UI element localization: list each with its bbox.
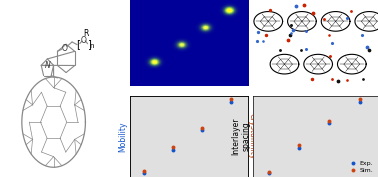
- Text: R: R: [84, 30, 89, 38]
- Sim.: [357, 98, 363, 101]
- Exp.: [357, 100, 363, 103]
- Point: [141, 169, 147, 172]
- Y-axis label: Crystallinity: Crystallinity: [248, 113, 257, 159]
- Point: [228, 101, 234, 103]
- Exp.: [265, 172, 271, 175]
- Text: n: n: [90, 43, 94, 49]
- Sim.: [265, 170, 271, 173]
- Text: [: [: [76, 39, 80, 49]
- Y-axis label: Mobility: Mobility: [118, 121, 127, 152]
- Exp.: [326, 122, 332, 125]
- Point: [228, 98, 234, 101]
- Sim.: [296, 144, 302, 146]
- Exp.: [296, 147, 302, 150]
- Point: [199, 126, 205, 129]
- Text: ]: ]: [87, 39, 91, 49]
- Text: N: N: [45, 61, 51, 70]
- Point: [170, 145, 176, 148]
- Point: [170, 149, 176, 152]
- Point: [199, 129, 205, 132]
- Sim.: [326, 119, 332, 122]
- Text: O: O: [61, 44, 67, 53]
- Legend: Exp., Sim.: Exp., Sim.: [345, 159, 375, 174]
- Point: [141, 172, 147, 175]
- Text: O: O: [81, 36, 87, 45]
- Y-axis label: Interlayer
spacing: Interlayer spacing: [231, 118, 251, 155]
